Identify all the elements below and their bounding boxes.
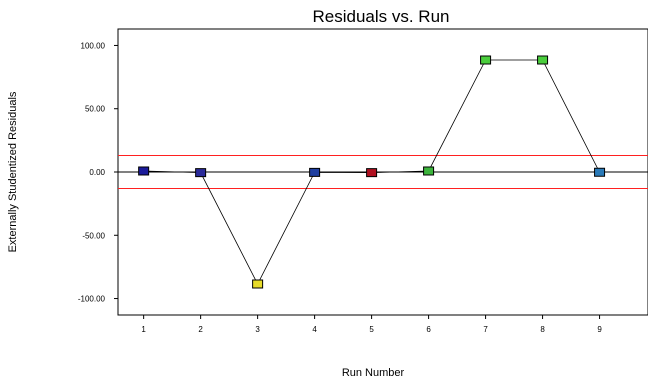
x-tick-label: 6	[426, 325, 431, 334]
x-axis-label: Run Number	[342, 367, 405, 379]
data-point-run-7	[480, 55, 492, 65]
y-tick-label: 100.00	[81, 41, 106, 50]
y-tick-label: 0.00	[89, 168, 105, 177]
y-axis: -100.00 -50.00 0.00 50.00 100.00	[78, 41, 118, 304]
data-point-run-1	[138, 166, 150, 176]
data-points	[138, 55, 606, 289]
data-point-run-4	[309, 167, 321, 177]
x-tick-label: 9	[597, 325, 602, 334]
data-point-run-5	[366, 168, 378, 178]
y-tick-label: 50.00	[85, 105, 106, 114]
y-tick-label: -50.00	[82, 231, 105, 240]
x-tick-label: 3	[255, 325, 260, 334]
data-point-run-6	[423, 166, 435, 176]
data-point-run-9	[594, 167, 606, 177]
chart-title: Residuals vs. Run	[312, 7, 449, 26]
data-point-run-3	[252, 279, 264, 289]
data-point-run-8	[537, 55, 549, 65]
data-point-run-2	[195, 168, 207, 178]
y-axis-label: Externally Studentized Residuals	[7, 91, 19, 252]
x-tick-label: 2	[198, 325, 203, 334]
x-tick-label: 5	[369, 325, 374, 334]
x-tick-label: 4	[312, 325, 317, 334]
x-tick-label: 8	[540, 325, 545, 334]
y-tick-label: -100.00	[78, 295, 106, 304]
x-tick-label: 7	[483, 325, 488, 334]
x-tick-label: 1	[141, 325, 146, 334]
x-axis: 1 2 3 4 5 6 7 8 9	[141, 315, 602, 334]
